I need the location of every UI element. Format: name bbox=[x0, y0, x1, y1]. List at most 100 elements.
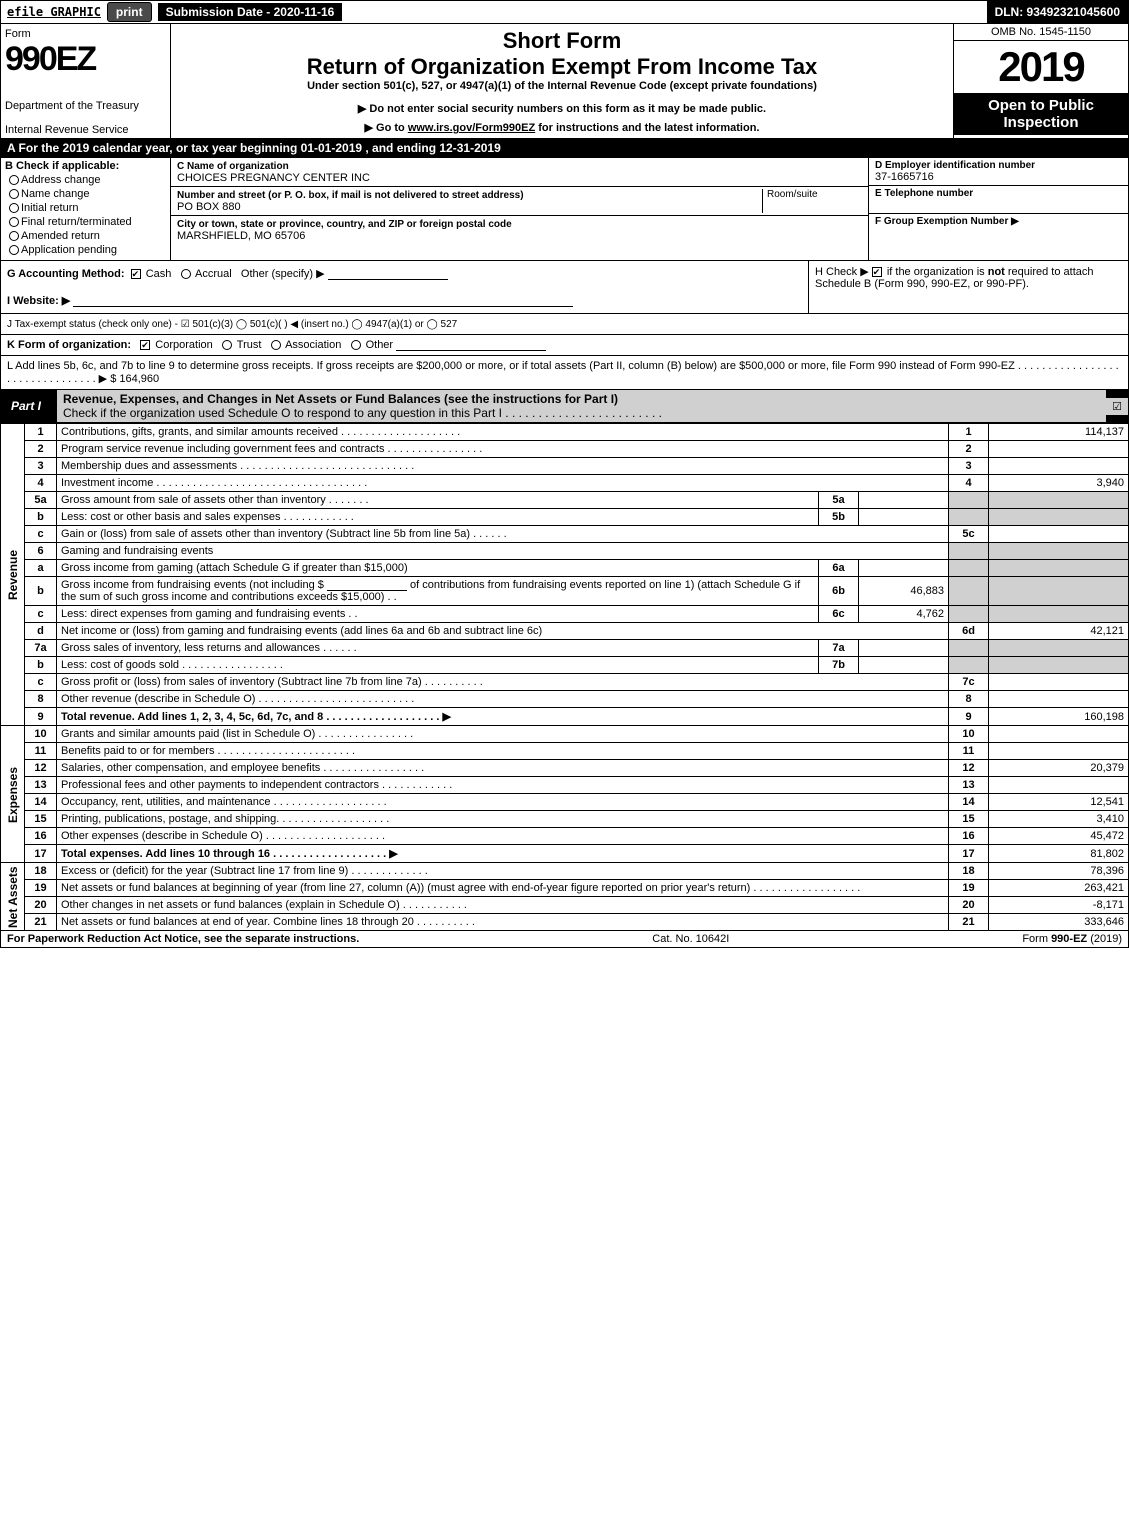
dln-label: DLN: 93492321045600 bbox=[987, 1, 1128, 23]
street-label: Number and street (or P. O. box, if mail… bbox=[177, 190, 524, 201]
group-label: F Group Exemption Number ▶ bbox=[875, 216, 1122, 227]
footer-cat: Cat. No. 10642I bbox=[359, 933, 1022, 945]
page: efile GRAPHIC print Submission Date - 20… bbox=[0, 0, 1129, 948]
open-inspection: Open to Public Inspection bbox=[954, 93, 1128, 135]
ein-row: D Employer identification number 37-1665… bbox=[869, 158, 1128, 186]
row-g-h-i: G Accounting Method: Cash Accrual Other … bbox=[0, 261, 1129, 314]
chk-amended-return[interactable]: Amended return bbox=[9, 230, 166, 242]
goto-post: for instructions and the latest informat… bbox=[538, 122, 759, 134]
line-5b: b Less: cost or other basis and sales ex… bbox=[1, 509, 1129, 526]
print-button[interactable]: print bbox=[107, 2, 152, 22]
goto-line: ▶ Go to www.irs.gov/Form990EZ for instru… bbox=[177, 121, 947, 134]
line-18: Net Assets 18 Excess or (deficit) for th… bbox=[1, 863, 1129, 880]
row-g-left: G Accounting Method: Cash Accrual Other … bbox=[1, 261, 808, 313]
chk-name-change[interactable]: Name change bbox=[9, 188, 166, 200]
street-value: PO BOX 880 bbox=[177, 201, 762, 213]
header-left: Form 990EZ Department of the Treasury In… bbox=[1, 24, 171, 138]
header-mid: Short Form Return of Organization Exempt… bbox=[171, 24, 953, 138]
chk-cash[interactable] bbox=[131, 269, 141, 279]
part1-check[interactable]: ☑ bbox=[1106, 398, 1128, 415]
netassets-side-label: Net Assets bbox=[1, 863, 25, 931]
line-3: 3 Membership dues and assessments . . . … bbox=[1, 458, 1129, 475]
tel-row: E Telephone number bbox=[869, 186, 1128, 214]
footer-left: For Paperwork Reduction Act Notice, see … bbox=[7, 933, 359, 945]
col-d: D Employer identification number 37-1665… bbox=[868, 158, 1128, 260]
line-20: 20 Other changes in net assets or fund b… bbox=[1, 897, 1129, 914]
h-post: if the organization is bbox=[887, 266, 988, 278]
chk-accrual[interactable] bbox=[181, 269, 191, 279]
street-row: Number and street (or P. O. box, if mail… bbox=[171, 187, 868, 216]
chk-corporation[interactable] bbox=[140, 340, 150, 350]
line-16: 16 Other expenses (describe in Schedule … bbox=[1, 828, 1129, 845]
chk-address-change[interactable]: Address change bbox=[9, 174, 166, 186]
financial-table: Revenue 1 Contributions, gifts, grants, … bbox=[0, 423, 1129, 931]
row-l: L Add lines 5b, 6c, and 7b to line 9 to … bbox=[0, 356, 1129, 390]
chk-initial-return[interactable]: Initial return bbox=[9, 202, 166, 214]
line-9: 9 Total revenue. Add lines 1, 2, 3, 4, 5… bbox=[1, 708, 1129, 726]
line-2: 2 Program service revenue including gove… bbox=[1, 441, 1129, 458]
city-value: MARSHFIELD, MO 65706 bbox=[177, 230, 862, 242]
topbar-left: efile GRAPHIC print Submission Date - 20… bbox=[1, 1, 348, 23]
form-number: 990EZ bbox=[5, 40, 166, 79]
irs-label: Internal Revenue Service bbox=[5, 124, 166, 136]
city-row: City or town, state or province, country… bbox=[171, 216, 868, 244]
fundraising-amount-blank[interactable] bbox=[327, 579, 407, 591]
line-12: 12 Salaries, other compensation, and emp… bbox=[1, 760, 1129, 777]
row-h: H Check ▶ if the organization is not req… bbox=[808, 261, 1128, 313]
part1-tag: Part I bbox=[1, 397, 51, 415]
col-b-title: B Check if applicable: bbox=[5, 160, 166, 172]
part1-header: Part I Revenue, Expenses, and Changes in… bbox=[0, 390, 1129, 423]
ein-label: D Employer identification number bbox=[875, 160, 1122, 171]
acct-label: G Accounting Method: bbox=[7, 268, 125, 280]
page-footer: For Paperwork Reduction Act Notice, see … bbox=[0, 931, 1129, 948]
chk-other[interactable] bbox=[351, 340, 361, 350]
row-k-label: K Form of organization: bbox=[7, 339, 131, 351]
room-label: Room/suite bbox=[762, 189, 862, 213]
form-header: Form 990EZ Department of the Treasury In… bbox=[0, 24, 1129, 139]
h-not: not bbox=[988, 266, 1005, 278]
row-j: J Tax-exempt status (check only one) - ☑… bbox=[0, 314, 1129, 335]
line-17: 17 Total expenses. Add lines 10 through … bbox=[1, 845, 1129, 863]
spacer bbox=[348, 1, 986, 23]
line-7b: b Less: cost of goods sold . . . . . . .… bbox=[1, 657, 1129, 674]
row-j-text: J Tax-exempt status (check only one) - ☑… bbox=[7, 319, 457, 330]
chk-final-return[interactable]: Final return/terminated bbox=[9, 216, 166, 228]
line-8: 8 Other revenue (describe in Schedule O)… bbox=[1, 691, 1129, 708]
ein-value: 37-1665716 bbox=[875, 171, 1122, 183]
tax-year: 2019 bbox=[954, 41, 1128, 93]
chk-application-pending[interactable]: Application pending bbox=[9, 244, 166, 256]
part1-sub: Check if the organization used Schedule … bbox=[63, 406, 662, 420]
efile-link[interactable]: efile GRAPHIC bbox=[7, 5, 101, 19]
irs-link[interactable]: www.irs.gov/Form990EZ bbox=[408, 122, 535, 134]
line-10: Expenses 10 Grants and similar amounts p… bbox=[1, 726, 1129, 743]
row-k: K Form of organization: Corporation Trus… bbox=[0, 335, 1129, 356]
col-c: C Name of organization CHOICES PREGNANCY… bbox=[171, 158, 868, 260]
chk-trust[interactable] bbox=[222, 340, 232, 350]
line-13: 13 Professional fees and other payments … bbox=[1, 777, 1129, 794]
submission-date-pill: Submission Date - 2020-11-16 bbox=[158, 3, 343, 21]
line-14: 14 Occupancy, rent, utilities, and maint… bbox=[1, 794, 1129, 811]
line-6a: a Gross income from gaming (attach Sched… bbox=[1, 560, 1129, 577]
chk-h[interactable] bbox=[872, 267, 882, 277]
line-6b: b Gross income from fundraising events (… bbox=[1, 577, 1129, 606]
h-label: H Check ▶ bbox=[815, 266, 869, 278]
expenses-side-label: Expenses bbox=[1, 726, 25, 863]
omb-number: OMB No. 1545-1150 bbox=[954, 24, 1128, 41]
info-grid: B Check if applicable: Address change Na… bbox=[0, 158, 1129, 261]
city-label: City or town, state or province, country… bbox=[177, 219, 512, 230]
other-blank[interactable] bbox=[328, 268, 448, 280]
line-6c: c Less: direct expenses from gaming and … bbox=[1, 606, 1129, 623]
line-5c: c Gain or (loss) from sale of assets oth… bbox=[1, 526, 1129, 543]
line-6: 6 Gaming and fundraising events bbox=[1, 543, 1129, 560]
header-right: OMB No. 1545-1150 2019 Open to Public In… bbox=[953, 24, 1128, 138]
line-11: 11 Benefits paid to or for members . . .… bbox=[1, 743, 1129, 760]
other-org-blank[interactable] bbox=[396, 339, 546, 351]
chk-association[interactable] bbox=[271, 340, 281, 350]
line-21: 21 Net assets or fund balances at end of… bbox=[1, 914, 1129, 931]
col-b-check-applicable: B Check if applicable: Address change Na… bbox=[1, 158, 171, 260]
top-bar: efile GRAPHIC print Submission Date - 20… bbox=[0, 0, 1129, 24]
website-blank[interactable] bbox=[73, 295, 573, 307]
line-4: 4 Investment income . . . . . . . . . . … bbox=[1, 475, 1129, 492]
row-a: A For the 2019 calendar year, or tax yea… bbox=[0, 139, 1129, 158]
group-row: F Group Exemption Number ▶ bbox=[869, 214, 1128, 260]
